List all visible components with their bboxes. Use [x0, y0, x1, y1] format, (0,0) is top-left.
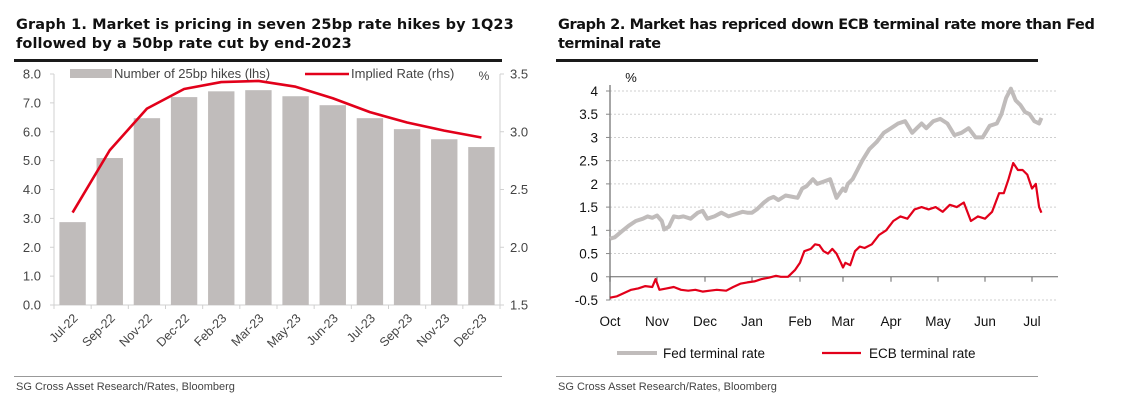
x-tick-label: May-23 [264, 311, 303, 350]
graph2-source-rule [556, 376, 1038, 377]
bar [468, 147, 495, 305]
graph1-source-rule [14, 376, 502, 377]
legend-fed-label: Fed terminal rate [663, 346, 765, 361]
left-tick-label: 6.0 [23, 124, 41, 139]
right-axis-unit: % [479, 69, 490, 83]
bar [59, 222, 86, 305]
x-tick-label: Mar-23 [229, 311, 267, 349]
bar [170, 97, 198, 305]
legend-line-label: Implied Rate (rhs) [351, 66, 454, 81]
bar [431, 139, 458, 305]
x-tick-label: Dec-22 [154, 311, 192, 349]
right-tick-label: 2.0 [510, 240, 528, 255]
x-tick-label: Jun [974, 314, 996, 329]
bar [245, 90, 272, 305]
left-tick-label: 4.0 [23, 182, 41, 197]
left-tick-label: 5.0 [23, 153, 41, 168]
x-tick-label: Nov-23 [414, 311, 452, 349]
legend-ecb-label: ECB terminal rate [869, 346, 976, 361]
graph2-chart: -0.5 0 0.5 1 1.5 2 2.5 3 3.5 4 Oct Nov Dec Jan Feb Mar A… [575, 70, 1058, 361]
right-tick-label: 1.5 [510, 298, 528, 313]
x-tick-label: Dec [693, 314, 717, 329]
y-tick-label: 3.5 [579, 107, 598, 122]
y-tick-label: 1 [590, 223, 598, 238]
graph2-title-rule [556, 59, 1038, 62]
bar [319, 105, 346, 305]
graph1-title: Graph 1. Market is pricing in seven 25bp… [16, 17, 514, 52]
left-tick-label: 1.0 [23, 269, 41, 284]
graph1-title-rule [14, 59, 502, 62]
y-tick-label: 2 [590, 177, 598, 192]
graph2-title: Graph 2. Market has repriced down ECB te… [558, 17, 1095, 52]
legend-bar-swatch [70, 69, 112, 78]
left-tick-label: 7.0 [23, 95, 41, 110]
y-tick-label: 1.5 [579, 200, 598, 215]
x-tick-label: Oct [599, 314, 620, 329]
y-tick-label: 4 [590, 84, 598, 99]
bar [208, 91, 235, 305]
bar [393, 129, 421, 305]
x-tick-label: Jun-23 [304, 311, 341, 348]
left-tick-label: 0.0 [23, 298, 41, 313]
ecb-terminal-rate-line [609, 161, 1043, 299]
x-tick-label: Jul-23 [344, 311, 378, 345]
legend-bar-label: Number of 25bp hikes (lhs) [114, 66, 270, 81]
bar [356, 118, 384, 306]
graph2-panel: Graph 2. Market has repriced down ECB te… [555, 0, 1130, 418]
right-tick-label: 3.0 [510, 124, 528, 139]
y-tick-label: 0 [590, 270, 598, 285]
y-tick-label: -0.5 [575, 293, 598, 308]
x-tick-label: Jul [1023, 314, 1040, 329]
x-tick-label: Jan [741, 314, 763, 329]
x-tick-label: Mar [831, 314, 855, 329]
x-tick-label: Apr [880, 314, 902, 329]
x-tick-label: Jul-22 [47, 311, 81, 345]
bar [133, 118, 161, 306]
graph2-source: SG Cross Asset Research/Rates, Bloomberg [558, 381, 777, 393]
fed-terminal-rate-line [609, 86, 1044, 241]
x-tick-label: Sep-22 [79, 311, 117, 349]
graph1-source: SG Cross Asset Research/Rates, Bloomberg [16, 381, 235, 393]
y-axis-unit: % [625, 70, 637, 85]
bar [96, 158, 123, 305]
right-tick-label: 2.5 [510, 182, 528, 197]
x-tick-label: Nov-22 [117, 311, 155, 349]
left-tick-label: 3.0 [23, 211, 41, 226]
x-tick-label: Nov [645, 314, 669, 329]
graph1-chart: 0.0 1.0 2.0 3.0 4.0 5.0 6.0 7.0 8.0 1.5 2.0 2.5 3.0 3… [23, 66, 528, 351]
x-tick-label: Feb-23 [191, 311, 229, 349]
y-tick-label: 0.5 [579, 247, 598, 262]
left-tick-label: 8.0 [23, 67, 41, 82]
x-tick-label: Feb [788, 314, 811, 329]
bar [282, 96, 309, 305]
x-tick-label: Dec-23 [451, 311, 489, 349]
left-tick-label: 2.0 [23, 240, 41, 255]
x-tick-label: Sep-23 [377, 311, 415, 349]
y-tick-label: 2.5 [579, 154, 598, 169]
y-tick-label: 3 [590, 130, 598, 145]
right-tick-label: 3.5 [510, 67, 528, 82]
implied-rate-line [71, 79, 482, 214]
x-tick-label: May [925, 314, 951, 329]
graph1-panel: Graph 1. Market is pricing in seven 25bp… [0, 0, 560, 418]
